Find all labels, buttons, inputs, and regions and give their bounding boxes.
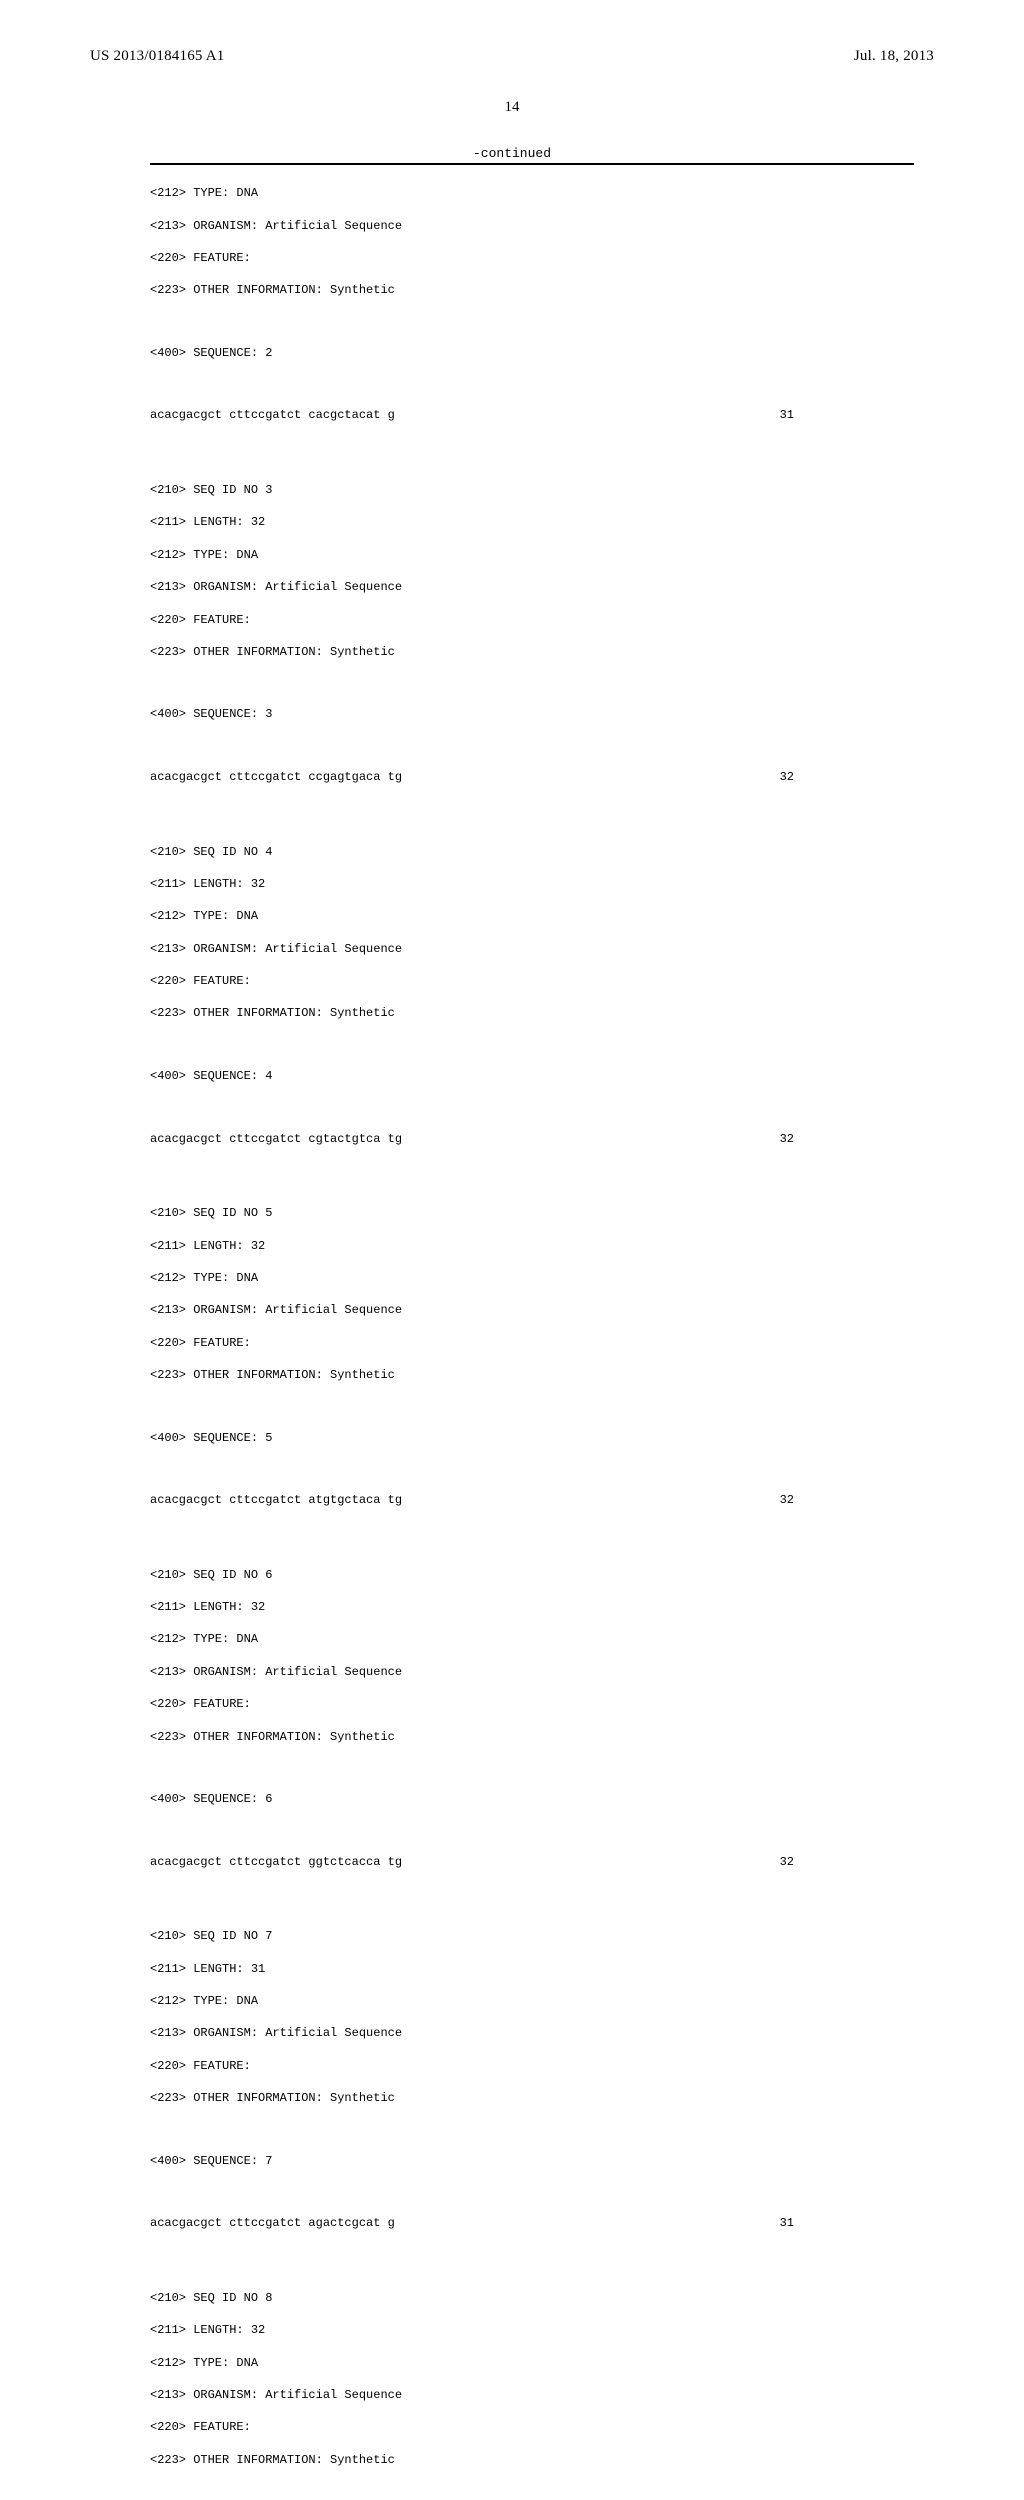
meta-line: <220> FEATURE:	[150, 250, 914, 266]
meta-line: <211> LENGTH: 32	[150, 1599, 914, 1615]
sequence-row: acacgacgct cttccgatct agactcgcat g 31	[150, 2215, 914, 2231]
sequence-length: 32	[780, 1131, 914, 1147]
meta-line: <212> TYPE: DNA	[150, 185, 914, 201]
meta-line: <210> SEQ ID NO 6	[150, 1567, 914, 1583]
sequence-text: acacgacgct cttccgatct ccgagtgaca tg	[150, 769, 402, 785]
continued-label: -continued	[90, 146, 934, 161]
meta-line: <223> OTHER INFORMATION: Synthetic	[150, 2090, 914, 2106]
sequence-row: acacgacgct cttccgatct cacgctacat g 31	[150, 407, 914, 423]
meta-line: <211> LENGTH: 32	[150, 876, 914, 892]
meta-line: <220> FEATURE:	[150, 612, 914, 628]
meta-line: <211> LENGTH: 31	[150, 1961, 914, 1977]
sequence-length: 31	[780, 407, 914, 423]
sequence-row: acacgacgct cttccgatct ccgagtgaca tg 32	[150, 769, 914, 785]
meta-line: <211> LENGTH: 32	[150, 1238, 914, 1254]
meta-line: <223> OTHER INFORMATION: Synthetic	[150, 1367, 914, 1383]
meta-line: <223> OTHER INFORMATION: Synthetic	[150, 2452, 914, 2468]
meta-line: <212> TYPE: DNA	[150, 1270, 914, 1286]
meta-line: <211> LENGTH: 32	[150, 2322, 914, 2338]
sequence-length: 32	[780, 1492, 914, 1508]
sequence-label: <400> SEQUENCE: 7	[150, 2153, 914, 2169]
meta-line: <220> FEATURE:	[150, 1335, 914, 1351]
sequence-text: acacgacgct cttccgatct atgtgctaca tg	[150, 1492, 402, 1508]
meta-line: <211> LENGTH: 32	[150, 514, 914, 530]
sequence-length: 32	[780, 1854, 914, 1870]
sequence-length: 32	[780, 769, 914, 785]
meta-line: <210> SEQ ID NO 8	[150, 2290, 914, 2306]
meta-line: <213> ORGANISM: Artificial Sequence	[150, 218, 914, 234]
sequence-row: acacgacgct cttccgatct cgtactgtca tg 32	[150, 1131, 914, 1147]
meta-line: <213> ORGANISM: Artificial Sequence	[150, 1302, 914, 1318]
meta-line: <223> OTHER INFORMATION: Synthetic	[150, 1005, 914, 1021]
sequence-listing: <212> TYPE: DNA <213> ORGANISM: Artifici…	[150, 163, 914, 2500]
meta-line: <212> TYPE: DNA	[150, 908, 914, 924]
meta-line: <210> SEQ ID NO 4	[150, 844, 914, 860]
sequence-length: 31	[780, 2215, 914, 2231]
meta-line: <212> TYPE: DNA	[150, 547, 914, 563]
meta-line: <223> OTHER INFORMATION: Synthetic	[150, 644, 914, 660]
page-header: US 2013/0184165 A1 Jul. 18, 2013	[90, 48, 934, 65]
meta-line: <220> FEATURE:	[150, 1696, 914, 1712]
sequence-row: acacgacgct cttccgatct ggtctcacca tg 32	[150, 1854, 914, 1870]
meta-line: <212> TYPE: DNA	[150, 1993, 914, 2009]
sequence-text: acacgacgct cttccgatct cgtactgtca tg	[150, 1131, 402, 1147]
sequence-text: acacgacgct cttccgatct ggtctcacca tg	[150, 1854, 402, 1870]
meta-line: <220> FEATURE:	[150, 2419, 914, 2435]
meta-line: <210> SEQ ID NO 5	[150, 1205, 914, 1221]
meta-line: <210> SEQ ID NO 3	[150, 482, 914, 498]
meta-line: <213> ORGANISM: Artificial Sequence	[150, 941, 914, 957]
meta-line: <220> FEATURE:	[150, 2058, 914, 2074]
meta-line: <213> ORGANISM: Artificial Sequence	[150, 2025, 914, 2041]
publication-number: US 2013/0184165 A1	[90, 48, 224, 65]
meta-line: <212> TYPE: DNA	[150, 1631, 914, 1647]
meta-line: <223> OTHER INFORMATION: Synthetic	[150, 1729, 914, 1745]
publication-date: Jul. 18, 2013	[854, 48, 934, 65]
meta-line: <213> ORGANISM: Artificial Sequence	[150, 2387, 914, 2403]
meta-line: <213> ORGANISM: Artificial Sequence	[150, 579, 914, 595]
sequence-label: <400> SEQUENCE: 6	[150, 1791, 914, 1807]
meta-line: <212> TYPE: DNA	[150, 2355, 914, 2371]
sequence-row: acacgacgct cttccgatct atgtgctaca tg 32	[150, 1492, 914, 1508]
meta-line: <220> FEATURE:	[150, 973, 914, 989]
meta-line: <223> OTHER INFORMATION: Synthetic	[150, 282, 914, 298]
page-number: 14	[90, 99, 934, 116]
sequence-text: acacgacgct cttccgatct cacgctacat g	[150, 407, 395, 423]
sequence-label: <400> SEQUENCE: 4	[150, 1068, 914, 1084]
sequence-text: acacgacgct cttccgatct agactcgcat g	[150, 2215, 395, 2231]
sequence-label: <400> SEQUENCE: 3	[150, 706, 914, 722]
meta-line: <213> ORGANISM: Artificial Sequence	[150, 1664, 914, 1680]
meta-line: <210> SEQ ID NO 7	[150, 1928, 914, 1944]
page: US 2013/0184165 A1 Jul. 18, 2013 14 -con…	[0, 0, 1024, 1320]
sequence-label: <400> SEQUENCE: 2	[150, 345, 914, 361]
sequence-label: <400> SEQUENCE: 5	[150, 1430, 914, 1446]
